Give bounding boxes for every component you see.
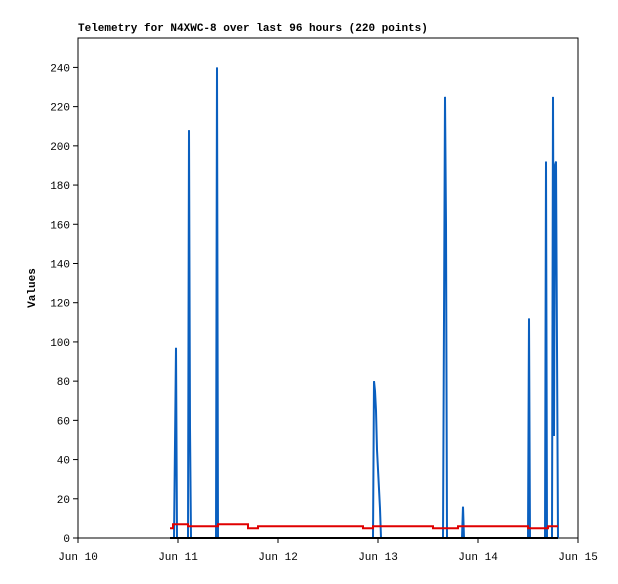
y-tick-label: 60: [57, 416, 70, 428]
y-tick-label: 20: [57, 495, 70, 507]
y-tick-label: 180: [50, 181, 70, 193]
x-tick-label: Jun 10: [58, 552, 98, 564]
y-tick-label: 80: [57, 377, 70, 389]
y-tick-label: 120: [50, 299, 70, 311]
x-tick-label: Jun 11: [158, 552, 198, 564]
y-tick-label: 160: [50, 220, 70, 232]
x-tick-label: Jun 13: [358, 552, 398, 564]
y-tick-label: 240: [50, 63, 70, 75]
y-tick-label: 100: [50, 338, 70, 350]
series-line: [170, 523, 558, 530]
chart-title: Telemetry for N4XWC-8 over last 96 hours…: [78, 23, 428, 35]
x-tick-label: Jun 14: [458, 552, 498, 564]
x-tick-label: Jun 12: [258, 552, 298, 564]
y-tick-label: 140: [50, 259, 70, 271]
y-tick-label: 200: [50, 142, 70, 154]
x-tick-label: Jun 15: [558, 552, 598, 564]
y-tick-label: 40: [57, 456, 70, 468]
y-tick-label: 220: [50, 103, 70, 115]
y-tick-label: 0: [63, 534, 70, 546]
y-axis-label: Values: [27, 268, 39, 308]
